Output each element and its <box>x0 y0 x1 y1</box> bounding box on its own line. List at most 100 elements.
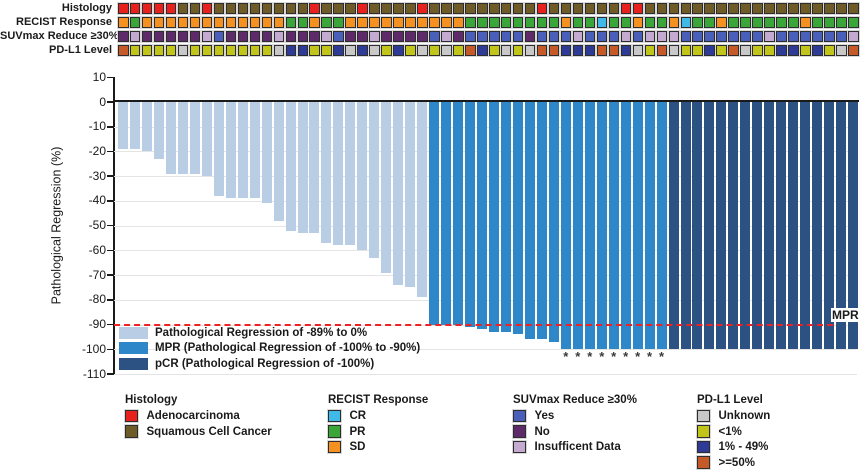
track-cell-recist <box>189 17 201 28</box>
track-cell-pdl1 <box>357 45 368 56</box>
legend-swatch-pcr <box>119 357 148 370</box>
track-cell-histology <box>740 3 751 14</box>
track-cell-recist <box>141 17 153 28</box>
track-cell-recist <box>584 17 596 28</box>
track-cell-recist <box>309 17 320 28</box>
track-cell-recist <box>213 17 225 28</box>
track-cell-pdl1 <box>201 45 213 56</box>
regression-bar <box>357 102 368 251</box>
track-cell-suvmax <box>237 31 249 42</box>
track-cell-suvmax <box>453 31 464 42</box>
track-cell-suvmax <box>656 31 668 42</box>
bottom-legend-item: >=50% <box>697 456 770 469</box>
track-cell-recist <box>153 17 165 28</box>
track-cell-histology <box>572 3 584 14</box>
regression-bar <box>477 102 488 330</box>
track-cell-histology <box>189 3 201 14</box>
track-cell-recist <box>776 17 787 28</box>
track-cell-histology <box>381 3 392 14</box>
track-cell-pdl1 <box>596 45 608 56</box>
track-cell-histology <box>118 3 129 14</box>
regression-bar <box>740 102 751 350</box>
bottom-legend-swatch <box>513 425 526 438</box>
track-cell-pdl1 <box>632 45 644 56</box>
bottom-legend-item: Squamous Cell Cancer <box>125 425 272 438</box>
track-cell-histology <box>441 3 452 14</box>
track-cell-suvmax <box>596 31 608 42</box>
regression-bar <box>165 102 176 174</box>
track-cell-recist <box>357 17 368 28</box>
track-cell-suvmax <box>489 31 500 42</box>
regression-bar <box>500 102 511 332</box>
track-cell-histology <box>500 3 512 14</box>
track-cell-histology <box>405 3 416 14</box>
regression-bar <box>189 102 200 174</box>
track-cell-pdl1 <box>429 45 440 56</box>
regression-bar <box>728 102 739 350</box>
bottom-legend-item: No <box>513 425 637 438</box>
y-tick-mark <box>107 323 113 326</box>
legend-label-pcr: pCR (Pathological Regression of -100%) <box>155 357 375 370</box>
bottom-legend-title: PD-L1 Level <box>697 394 763 406</box>
legend-item-mpr: MPR (Pathological Regression of -100% to… <box>119 342 420 355</box>
asterisk-marker: * <box>635 349 641 364</box>
bottom-legend-label: Unknown <box>718 410 771 422</box>
y-tick-mark <box>107 224 113 227</box>
bottom-legend-label: <1% <box>718 425 742 438</box>
track-cell-pdl1 <box>848 45 859 56</box>
y-tick-label: 0 <box>99 94 106 109</box>
track-cell-histology <box>728 3 739 14</box>
regression-bar <box>393 102 404 285</box>
asterisk-marker: * <box>623 349 629 364</box>
track-cell-recist <box>524 17 536 28</box>
asterisk-marker: * <box>659 349 665 364</box>
track-cell-suvmax <box>405 31 416 42</box>
regression-bar <box>656 102 667 350</box>
bottom-legend-group: SUVmax Reduce ≥30% Yes No Insufficent Data <box>513 393 637 454</box>
track-label-suvmax: SUVmax Reduce ≥30% <box>0 30 119 42</box>
track-cell-pdl1 <box>656 45 668 56</box>
regression-bar <box>848 102 859 350</box>
bottom-legend-item: CR <box>328 409 428 423</box>
bottom-legend-swatch <box>513 409 526 423</box>
track-cell-recist <box>668 17 680 28</box>
bottom-legend-title: Histology <box>125 394 178 406</box>
track-cell-pdl1 <box>740 45 751 56</box>
track-cell-recist <box>249 17 261 28</box>
track-cell-suvmax <box>704 31 715 42</box>
track-cell-pdl1 <box>237 45 249 56</box>
track-cell-suvmax <box>824 31 835 42</box>
track-cell-suvmax <box>465 31 476 42</box>
track-cell-pdl1 <box>704 45 715 56</box>
track-cell-recist <box>417 17 428 28</box>
track-cell-suvmax <box>752 31 763 42</box>
regression-bar <box>584 102 595 350</box>
track-cell-recist <box>297 17 309 28</box>
gridline <box>114 349 857 351</box>
legend-item-regression: Pathological Regression of -89% to 0% <box>119 326 420 339</box>
track-cell-recist <box>321 17 332 28</box>
track-cell-recist <box>800 17 811 28</box>
regression-bar <box>453 102 464 325</box>
track-cell-histology <box>656 3 668 14</box>
track-cell-pdl1 <box>249 45 261 56</box>
regression-bar <box>716 102 727 350</box>
track-cell-suvmax <box>213 31 225 42</box>
track-cell-pdl1 <box>608 45 620 56</box>
y-tick-label: -40 <box>88 193 106 208</box>
bottom-legend-swatch <box>328 440 341 454</box>
legend-swatch-regression <box>119 326 148 339</box>
track-cell-suvmax <box>848 31 859 42</box>
track-cell-pdl1 <box>728 45 739 56</box>
track-cell-histology <box>752 3 763 14</box>
regression-bar <box>405 102 416 288</box>
track-cell-histology <box>824 3 835 14</box>
bottom-legend-swatch <box>125 409 138 423</box>
track-cell-pdl1 <box>261 45 273 56</box>
regression-bar <box>118 102 128 149</box>
regression-bar <box>333 102 344 246</box>
track-cell-pdl1 <box>500 45 512 56</box>
bottom-legend-group: RECIST Response CR PR SD <box>328 393 428 454</box>
regression-bar <box>620 102 631 350</box>
